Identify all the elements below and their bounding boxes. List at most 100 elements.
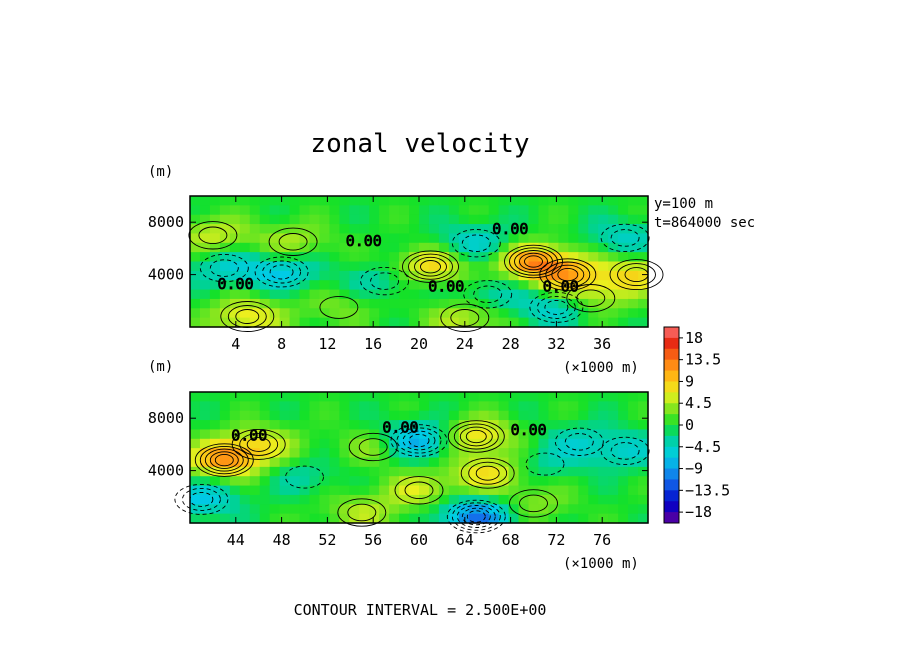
heatmap-cell [588,420,599,431]
heatmap-cell [438,476,450,487]
heatmap-cell [638,205,649,216]
heatmap-cell [339,410,350,421]
heatmap-cell [219,289,231,300]
heatmap-cell [578,457,589,468]
heatmap-cell [558,317,569,328]
x-tick-label: 60 [410,531,428,549]
contour-label: 0.00 [492,220,528,238]
heatmap-cell [478,392,490,402]
heatmap-cell [498,196,510,206]
heatmap-cell [349,410,360,421]
heatmap-cell [249,438,261,449]
heatmap-cell [269,476,281,487]
heatmap-cell [239,233,251,244]
heatmap-cell [508,401,520,412]
heatmap-cell [448,308,460,319]
panel-2-y-axis: 4000 8000 [148,409,648,480]
heatmap-cell [419,438,430,449]
panel-2-y-unit: (m) [148,359,173,375]
heatmap-cell [518,476,530,487]
heatmap-cell [458,317,470,328]
heatmap-cell [359,504,370,515]
heatmap-cell [329,317,340,328]
heatmap-cell [518,214,530,225]
heatmap-cell [498,252,510,263]
heatmap-cell [319,205,330,216]
heatmap-cell [618,466,629,477]
heatmap-cell [419,392,430,402]
heatmap-cell [190,476,201,487]
heatmap-cell [249,513,261,524]
heatmap-cell [329,448,340,459]
heatmap-cell [548,261,559,272]
heatmap-cell [339,401,350,412]
heatmap-cell [468,270,480,281]
contour-line [246,436,271,452]
heatmap-cell [209,513,221,524]
heatmap-cell [369,392,380,402]
heatmap-cell [488,280,500,291]
heatmap-cell [239,270,251,281]
heatmap-cell [389,280,400,291]
heatmap-cell [488,196,500,206]
heatmap-cell [299,298,311,309]
heatmap-cell [588,224,599,235]
heatmap-cell [269,504,281,515]
heatmap-cell [299,392,311,402]
heatmap-cell [508,317,520,328]
contour-line [509,489,558,518]
heatmap-cell [618,401,629,412]
heatmap-cell [409,252,420,263]
contour-line [235,309,260,324]
heatmap-cell [409,438,420,449]
heatmap-cell [598,196,609,206]
heatmap-cell [528,457,540,468]
heatmap-cell [259,420,271,431]
heatmap-cell [508,494,520,505]
heatmap-cell [568,196,579,206]
heatmap-cell [299,513,311,524]
heatmap-cell [578,233,589,244]
panel-2-contour-labels: 0.00 0.00 0.00 [231,418,547,445]
heatmap-cell [528,466,540,477]
colorbar-swatch [664,479,679,491]
heatmap-cell [349,420,360,431]
heatmap-cell [329,438,340,449]
heatmap-cell [289,280,301,291]
heatmap-cell [259,196,271,206]
heatmap-cell [488,308,500,319]
heatmap-cell [528,504,540,515]
heatmap-cell [329,270,340,281]
heatmap-cell [518,429,530,440]
panel-1-x-unit: (×1000 m) [563,360,639,376]
heatmap-cell [199,308,211,319]
y-tick-label: 8000 [148,409,184,427]
heatmap-cell [568,252,579,263]
contour-line [231,428,286,460]
heatmap-cell [468,242,480,253]
heatmap-cell [309,270,321,281]
heatmap-cell [488,214,500,225]
heatmap-cell [259,233,271,244]
heatmap-cell [269,485,281,496]
heatmap-cell [389,401,400,412]
heatmap-cell [548,289,559,300]
heatmap-cell [389,205,400,216]
heatmap-cell [528,280,540,291]
heatmap-cell [319,448,330,459]
heatmap-cell [279,196,291,206]
heatmap-cell [419,317,430,328]
heatmap-cell [199,317,211,328]
colorbar: 18 13.5 9 4.5 0 −4.5 −9 −13.5 −18 [663,326,730,524]
heatmap-cell [399,280,410,291]
colorbar-swatch [664,337,679,350]
heatmap-cell [618,513,629,524]
heatmap-cell [359,270,370,281]
heatmap-cell [518,298,530,309]
heatmap-cell [269,224,281,235]
heatmap-cell [319,410,330,421]
heatmap-cell [269,298,281,309]
heatmap-cell [618,494,629,505]
heatmap-cell [618,289,629,300]
heatmap-cell [528,485,540,496]
